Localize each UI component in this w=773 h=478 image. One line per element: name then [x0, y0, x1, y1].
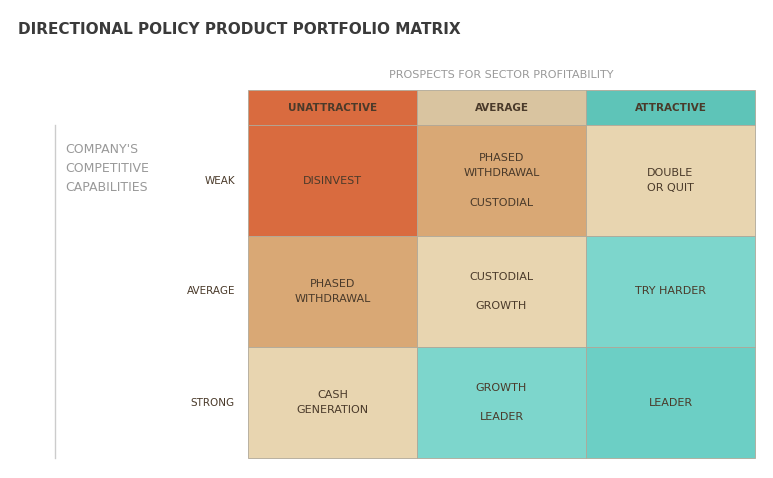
Text: DOUBLE
OR QUIT: DOUBLE OR QUIT — [647, 168, 694, 193]
Text: CASH
GENERATION: CASH GENERATION — [296, 390, 369, 415]
Bar — [586, 347, 755, 458]
Bar — [417, 347, 586, 458]
Bar — [248, 236, 417, 347]
Text: ATTRACTIVE: ATTRACTIVE — [635, 102, 707, 112]
Text: WEAK: WEAK — [204, 175, 235, 185]
Bar — [248, 125, 417, 236]
Text: DIRECTIONAL POLICY PRODUCT PORTFOLIO MATRIX: DIRECTIONAL POLICY PRODUCT PORTFOLIO MAT… — [18, 22, 461, 37]
Text: CUSTODIAL

GROWTH: CUSTODIAL GROWTH — [469, 272, 533, 311]
Text: PHASED
WITHDRAWAL: PHASED WITHDRAWAL — [295, 279, 371, 304]
Text: PROSPECTS FOR SECTOR PROFITABILITY: PROSPECTS FOR SECTOR PROFITABILITY — [390, 70, 614, 80]
Bar — [586, 125, 755, 236]
Bar — [417, 236, 586, 347]
Text: COMPANY'S
COMPETITIVE
CAPABILITIES: COMPANY'S COMPETITIVE CAPABILITIES — [65, 143, 149, 194]
Text: AVERAGE: AVERAGE — [475, 102, 529, 112]
Text: STRONG: STRONG — [191, 398, 235, 408]
Text: LEADER: LEADER — [649, 398, 693, 408]
Text: DISINVEST: DISINVEST — [303, 175, 362, 185]
Bar — [417, 125, 586, 236]
Text: TRY HARDER: TRY HARDER — [635, 286, 706, 296]
Text: GROWTH

LEADER: GROWTH LEADER — [476, 383, 527, 422]
Bar — [417, 90, 586, 125]
Bar — [586, 90, 755, 125]
Bar — [586, 236, 755, 347]
Bar — [248, 347, 417, 458]
Bar — [248, 90, 417, 125]
Text: PHASED
WITHDRAWAL

CUSTODIAL: PHASED WITHDRAWAL CUSTODIAL — [463, 153, 540, 208]
Text: AVERAGE: AVERAGE — [186, 286, 235, 296]
Text: UNATTRACTIVE: UNATTRACTIVE — [288, 102, 377, 112]
